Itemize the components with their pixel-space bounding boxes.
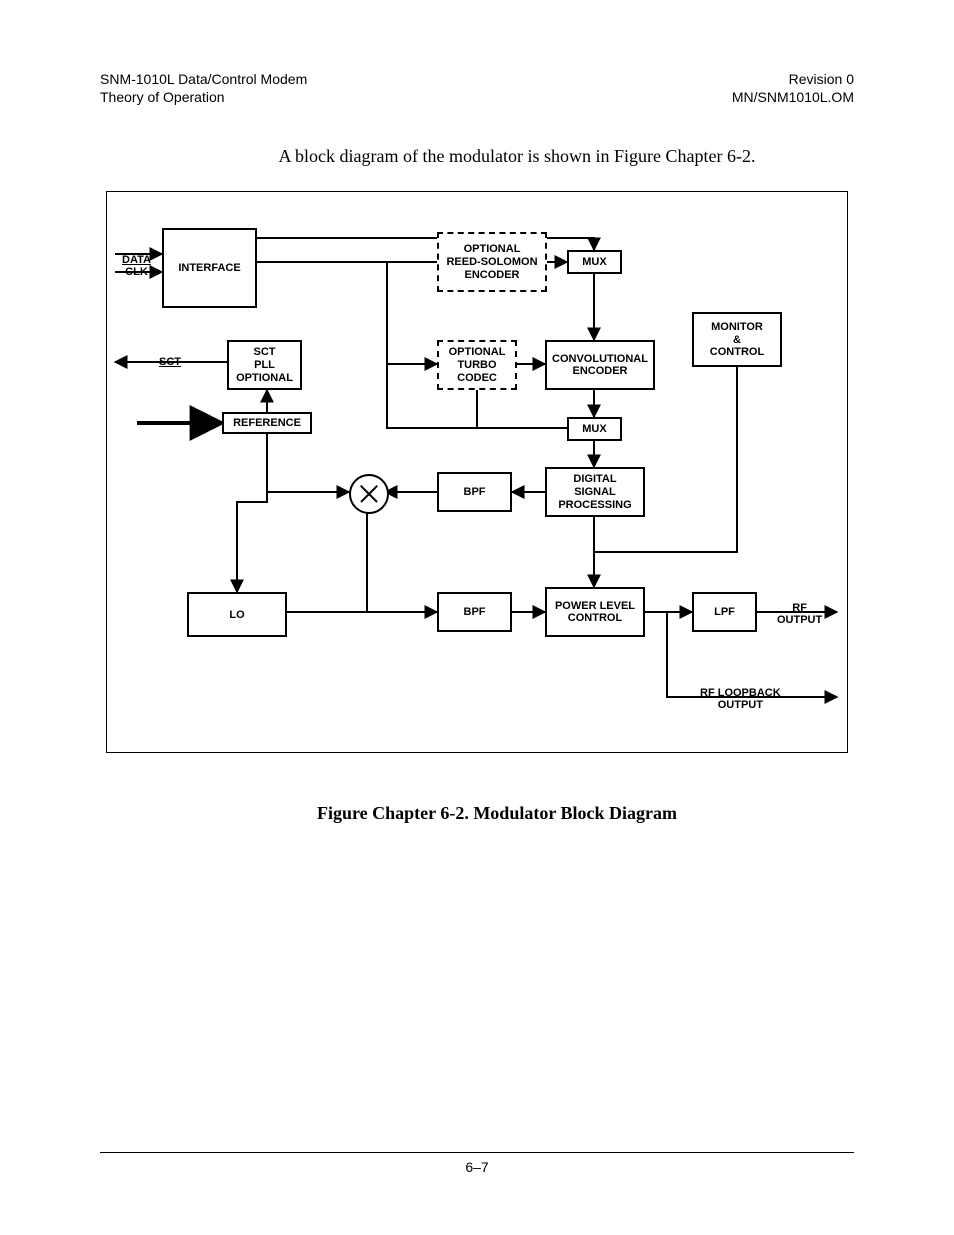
node-sct-pll: SCTPLLOPTIONAL bbox=[227, 340, 302, 390]
node-lpf: LPF bbox=[692, 592, 757, 632]
node-lo: LO bbox=[187, 592, 287, 637]
node-bpf1: BPF bbox=[437, 472, 512, 512]
page-header: SNM-1010L Data/Control Modem Theory of O… bbox=[100, 70, 854, 106]
node-mux1: MUX bbox=[567, 250, 622, 274]
sct-label: SCT bbox=[159, 356, 181, 368]
node-turbo: OPTIONALTURBOCODEC bbox=[437, 340, 517, 390]
node-interface: INTERFACE bbox=[162, 228, 257, 308]
node-mixer bbox=[349, 474, 389, 514]
rf-loopback-label: RF LOOPBACKOUTPUT bbox=[700, 687, 781, 711]
data-clk-label: DATACLK bbox=[122, 254, 151, 278]
header-right-line2: MN/SNM1010L.OM bbox=[732, 88, 854, 106]
figure-caption: Figure Chapter 6-2. Modulator Block Diag… bbox=[100, 803, 854, 824]
header-left: SNM-1010L Data/Control Modem Theory of O… bbox=[100, 70, 307, 106]
node-mux2: MUX bbox=[567, 417, 622, 441]
header-right-line1: Revision 0 bbox=[732, 70, 854, 88]
node-rs-encoder: OPTIONALREED-SOLOMONENCODER bbox=[437, 232, 547, 292]
node-reference: REFERENCE bbox=[222, 412, 312, 434]
page-number: 6–7 bbox=[465, 1159, 488, 1175]
node-monitor: MONITOR&CONTROL bbox=[692, 312, 782, 367]
node-dsp: DIGITALSIGNALPROCESSING bbox=[545, 467, 645, 517]
node-bpf2: BPF bbox=[437, 592, 512, 632]
page: SNM-1010L Data/Control Modem Theory of O… bbox=[0, 0, 954, 1235]
rf-output-label: RFOUTPUT bbox=[777, 602, 822, 626]
header-left-line2: Theory of Operation bbox=[100, 88, 307, 106]
block-diagram: INTERFACE OPTIONALREED-SOLOMONENCODER MUX M… bbox=[106, 191, 848, 753]
intro-text: A block diagram of the modulator is show… bbox=[100, 146, 854, 167]
node-conv-enc: CONVOLUTIONALENCODER bbox=[545, 340, 655, 390]
header-left-line1: SNM-1010L Data/Control Modem bbox=[100, 70, 307, 88]
node-plc: POWER LEVELCONTROL bbox=[545, 587, 645, 637]
header-right: Revision 0 MN/SNM1010L.OM bbox=[732, 70, 854, 106]
page-footer: 6–7 bbox=[100, 1152, 854, 1175]
